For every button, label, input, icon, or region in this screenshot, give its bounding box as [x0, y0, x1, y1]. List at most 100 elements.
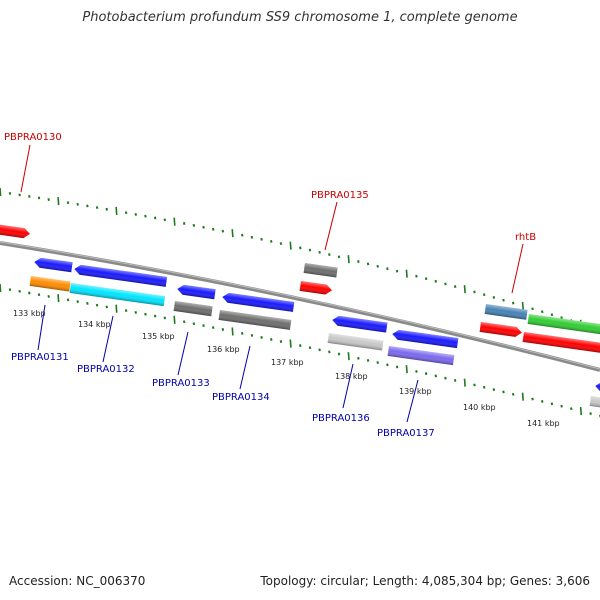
feature-shading	[29, 276, 71, 292]
minor-tick	[240, 332, 244, 335]
minor-tick	[444, 282, 447, 286]
gene-feature-pbpra0135[interactable]	[299, 281, 333, 295]
minor-tick	[202, 225, 205, 229]
minor-tick	[318, 250, 321, 254]
gene-feature-rhtb[interactable]	[479, 322, 523, 338]
gene-feature-pbpra0131-cds[interactable]	[29, 276, 71, 292]
gene-feature-next-cds[interactable]	[527, 314, 600, 336]
gene-feature-rhtb-cds[interactable]	[484, 304, 528, 320]
minor-tick	[453, 378, 457, 382]
gene-feature-pbpra0131[interactable]	[34, 257, 73, 273]
feature-shading	[595, 381, 600, 394]
gene-feature-edge-cds[interactable]	[589, 396, 600, 409]
minor-tick	[482, 385, 486, 389]
minor-tick	[76, 300, 79, 304]
gene-feature-edge-gene[interactable]	[595, 381, 600, 394]
major-tick	[57, 197, 60, 206]
feature-shading	[327, 333, 384, 351]
gene-feature-pbpra0132[interactable]	[74, 264, 168, 287]
minor-tick	[182, 320, 186, 324]
gene-feature-pbpra0132-cds[interactable]	[69, 283, 166, 307]
ruler-label: 140 kbp	[463, 403, 496, 412]
gene-label-bottom[interactable]: PBPRA0137	[377, 428, 435, 439]
minor-tick	[337, 255, 341, 259]
major-tick	[405, 365, 408, 374]
minor-tick	[240, 233, 244, 237]
gene-feature-pbpra0135-cds[interactable]	[303, 263, 338, 278]
major-tick	[173, 217, 176, 226]
gene-label-bottom[interactable]: PBPRA0133	[152, 378, 210, 389]
feature-shading	[34, 257, 73, 273]
minor-tick	[260, 336, 263, 339]
minor-tick	[299, 344, 302, 348]
minor-tick	[8, 288, 12, 292]
minor-tick	[328, 350, 331, 354]
minor-tick	[492, 388, 496, 392]
minor-tick	[86, 301, 89, 305]
feature-shading	[332, 315, 388, 333]
gene-label-bottom[interactable]: PBPRA0132	[77, 364, 135, 375]
gene-feature-pbpra0136[interactable]	[332, 315, 388, 333]
gene-label-top[interactable]: PBPRA0135	[311, 190, 369, 201]
minor-tick	[37, 293, 41, 297]
minor-tick	[540, 310, 544, 314]
leader-line	[239, 345, 251, 390]
gene-feature-pbpra0137[interactable]	[392, 329, 459, 349]
feature-track	[0, 224, 600, 409]
major-tick	[115, 206, 118, 216]
minor-tick	[95, 206, 99, 210]
minor-tick	[434, 279, 438, 283]
ruler-label: 136 kbp	[207, 345, 240, 354]
minor-tick	[299, 246, 302, 250]
minor-tick	[424, 372, 428, 376]
gene-label-bottom[interactable]: PBPRA0134	[212, 392, 270, 403]
feature-shading	[74, 264, 168, 287]
minor-tick	[37, 196, 41, 200]
minor-tick	[182, 222, 186, 225]
major-tick	[521, 392, 524, 401]
minor-tick	[279, 340, 283, 343]
minor-tick	[540, 399, 544, 403]
minor-tick	[47, 198, 50, 201]
top-gene-labels: PBPRA0130 PBPRA0135 rhtB	[4, 132, 536, 294]
minor-tick	[560, 404, 563, 408]
gene-label-bottom[interactable]: PBPRA0136	[312, 413, 370, 424]
minor-tick	[337, 352, 341, 356]
minor-tick	[366, 262, 370, 266]
minor-tick	[357, 260, 360, 263]
ruler-label: 133 kbp	[13, 309, 46, 318]
minor-tick	[473, 290, 476, 294]
major-tick	[0, 283, 2, 293]
gene-feature-next-gene[interactable]	[522, 332, 600, 354]
major-tick	[521, 301, 524, 310]
leader-line	[177, 331, 189, 376]
gene-label-top[interactable]: rhtB	[515, 232, 536, 243]
gene-feature-pbpra0136-cds[interactable]	[327, 333, 384, 351]
feature-shading	[218, 310, 292, 330]
gene-feature-pbpra0134[interactable]	[222, 292, 295, 312]
gene-label-bottom[interactable]: PBPRA0131	[11, 352, 69, 363]
minor-tick	[434, 374, 438, 378]
minor-tick	[589, 412, 592, 415]
gene-feature-pbpra0133-cds[interactable]	[173, 301, 213, 317]
gene-feature-pbpra0130[interactable]	[0, 224, 31, 239]
minor-tick	[386, 267, 389, 271]
feature-shading	[177, 284, 216, 300]
genome-backbone	[0, 241, 600, 372]
major-tick	[347, 255, 350, 264]
minor-tick	[386, 363, 389, 367]
minor-tick	[192, 223, 196, 227]
gene-label-top[interactable]: PBPRA0130	[4, 132, 62, 143]
gene-feature-pbpra0137-cds[interactable]	[387, 346, 455, 366]
minor-tick	[357, 356, 360, 360]
gene-feature-pbpra0133[interactable]	[177, 284, 216, 300]
minor-tick	[424, 277, 428, 281]
minor-tick	[550, 313, 554, 317]
minor-tick	[211, 227, 215, 231]
feature-shading	[303, 263, 338, 278]
minor-tick	[492, 295, 496, 299]
minor-tick	[415, 274, 418, 278]
gene-feature-pbpra0134-cds[interactable]	[218, 310, 292, 330]
major-tick	[231, 229, 234, 238]
